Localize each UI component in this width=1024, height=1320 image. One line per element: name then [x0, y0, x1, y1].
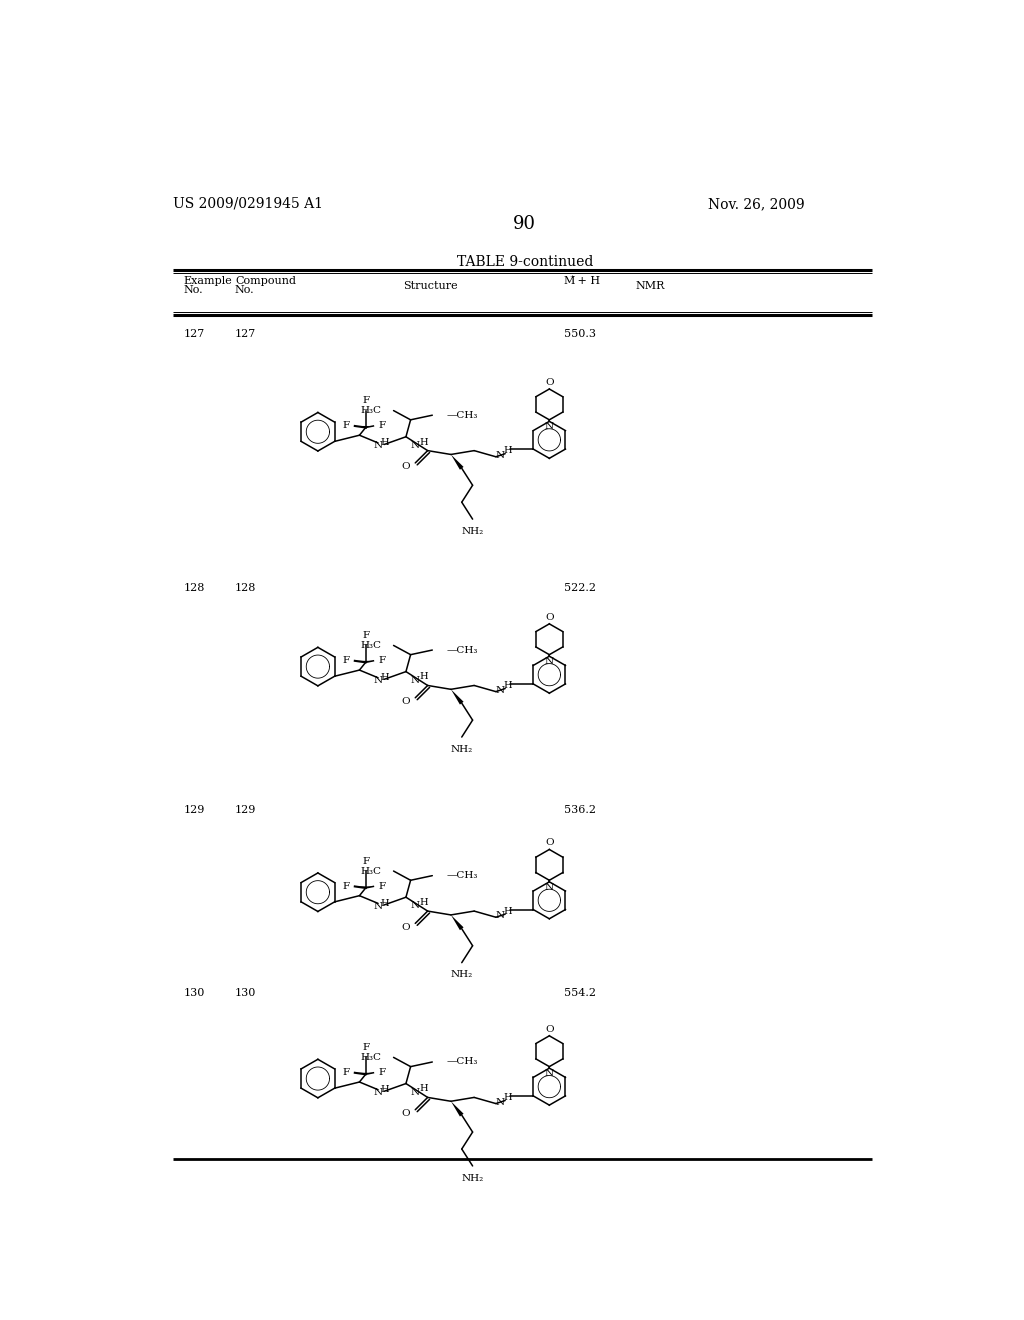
Text: —CH₃: —CH₃: [446, 645, 477, 655]
Text: F: F: [362, 396, 370, 405]
Polygon shape: [451, 915, 464, 931]
Polygon shape: [354, 1073, 374, 1074]
Text: US 2009/0291945 A1: US 2009/0291945 A1: [173, 197, 323, 211]
Text: F: F: [362, 1043, 370, 1052]
Text: H: H: [420, 1085, 428, 1093]
Text: 550.3: 550.3: [563, 330, 596, 339]
Text: N: N: [496, 911, 505, 920]
Text: No.: No.: [183, 285, 204, 296]
Text: Nov. 26, 2009: Nov. 26, 2009: [708, 197, 804, 211]
Text: N: N: [545, 1069, 554, 1078]
Text: F: F: [379, 882, 386, 891]
Text: H: H: [503, 907, 512, 916]
Text: NH₂: NH₂: [451, 744, 473, 754]
Text: 127: 127: [234, 330, 256, 339]
Text: N: N: [411, 676, 420, 685]
Text: F: F: [379, 1068, 386, 1077]
Text: O: O: [401, 697, 410, 706]
Text: O: O: [545, 1024, 554, 1034]
Polygon shape: [354, 426, 374, 428]
Text: H₃C: H₃C: [360, 642, 381, 649]
Text: Compound: Compound: [234, 276, 296, 286]
Polygon shape: [451, 689, 464, 705]
Text: H: H: [503, 681, 512, 690]
Text: —CH₃: —CH₃: [446, 1057, 477, 1067]
Text: 536.2: 536.2: [563, 805, 596, 816]
Text: F: F: [342, 882, 349, 891]
Text: F: F: [342, 656, 349, 665]
Text: 90: 90: [513, 215, 537, 232]
Text: H₃C: H₃C: [360, 1053, 381, 1061]
Text: —CH₃: —CH₃: [446, 871, 477, 880]
Text: ⁺: ⁺: [569, 275, 574, 282]
Text: No.: No.: [234, 285, 255, 296]
Text: N: N: [374, 676, 383, 685]
Text: F: F: [379, 421, 386, 430]
Text: H: H: [503, 1093, 512, 1102]
Text: N: N: [496, 1097, 505, 1106]
Text: H: H: [380, 673, 388, 682]
Text: O: O: [545, 612, 554, 622]
Text: TABLE 9-continued: TABLE 9-continued: [457, 255, 593, 269]
Text: M: M: [563, 276, 574, 286]
Text: N: N: [411, 1088, 420, 1097]
Text: O: O: [401, 462, 410, 471]
Text: H: H: [380, 438, 388, 447]
Text: N: N: [496, 450, 505, 459]
Text: 128: 128: [234, 583, 256, 594]
Text: NH₂: NH₂: [462, 1173, 483, 1183]
Text: H: H: [503, 446, 512, 455]
Text: O: O: [401, 1109, 410, 1118]
Text: H: H: [420, 438, 428, 446]
Text: O: O: [545, 838, 554, 847]
Text: F: F: [342, 421, 349, 430]
Text: H: H: [380, 1085, 388, 1094]
Text: Structure: Structure: [402, 281, 458, 290]
Text: H₃C: H₃C: [360, 866, 381, 875]
Text: O: O: [401, 923, 410, 932]
Text: Example: Example: [183, 276, 232, 286]
Text: —CH₃: —CH₃: [446, 411, 477, 420]
Text: O: O: [545, 378, 554, 387]
Text: N: N: [545, 422, 554, 432]
Text: 127: 127: [183, 330, 205, 339]
Text: F: F: [362, 857, 370, 866]
Text: NMR: NMR: [636, 281, 665, 290]
Text: N: N: [374, 441, 383, 450]
Text: H₃C: H₃C: [360, 407, 381, 414]
Polygon shape: [451, 1101, 464, 1117]
Polygon shape: [354, 661, 374, 663]
Text: 522.2: 522.2: [563, 583, 596, 594]
Text: N: N: [496, 685, 505, 694]
Text: 130: 130: [183, 989, 205, 998]
Polygon shape: [354, 887, 374, 888]
Text: N: N: [545, 883, 554, 891]
Text: 128: 128: [183, 583, 205, 594]
Text: NH₂: NH₂: [462, 527, 483, 536]
Text: F: F: [342, 1068, 349, 1077]
Text: F: F: [362, 631, 370, 640]
Text: H: H: [420, 898, 428, 907]
Text: N: N: [411, 902, 420, 911]
Text: N: N: [411, 441, 420, 450]
Text: N: N: [374, 1088, 383, 1097]
Text: 554.2: 554.2: [563, 989, 596, 998]
Text: 130: 130: [234, 989, 256, 998]
Text: 129: 129: [234, 805, 256, 816]
Text: H: H: [420, 672, 428, 681]
Text: + H: + H: [573, 276, 600, 286]
Text: H: H: [380, 899, 388, 908]
Text: F: F: [379, 656, 386, 665]
Text: 129: 129: [183, 805, 205, 816]
Polygon shape: [451, 454, 464, 470]
Text: NH₂: NH₂: [451, 970, 473, 979]
Text: N: N: [545, 657, 554, 667]
Text: N: N: [374, 902, 383, 911]
